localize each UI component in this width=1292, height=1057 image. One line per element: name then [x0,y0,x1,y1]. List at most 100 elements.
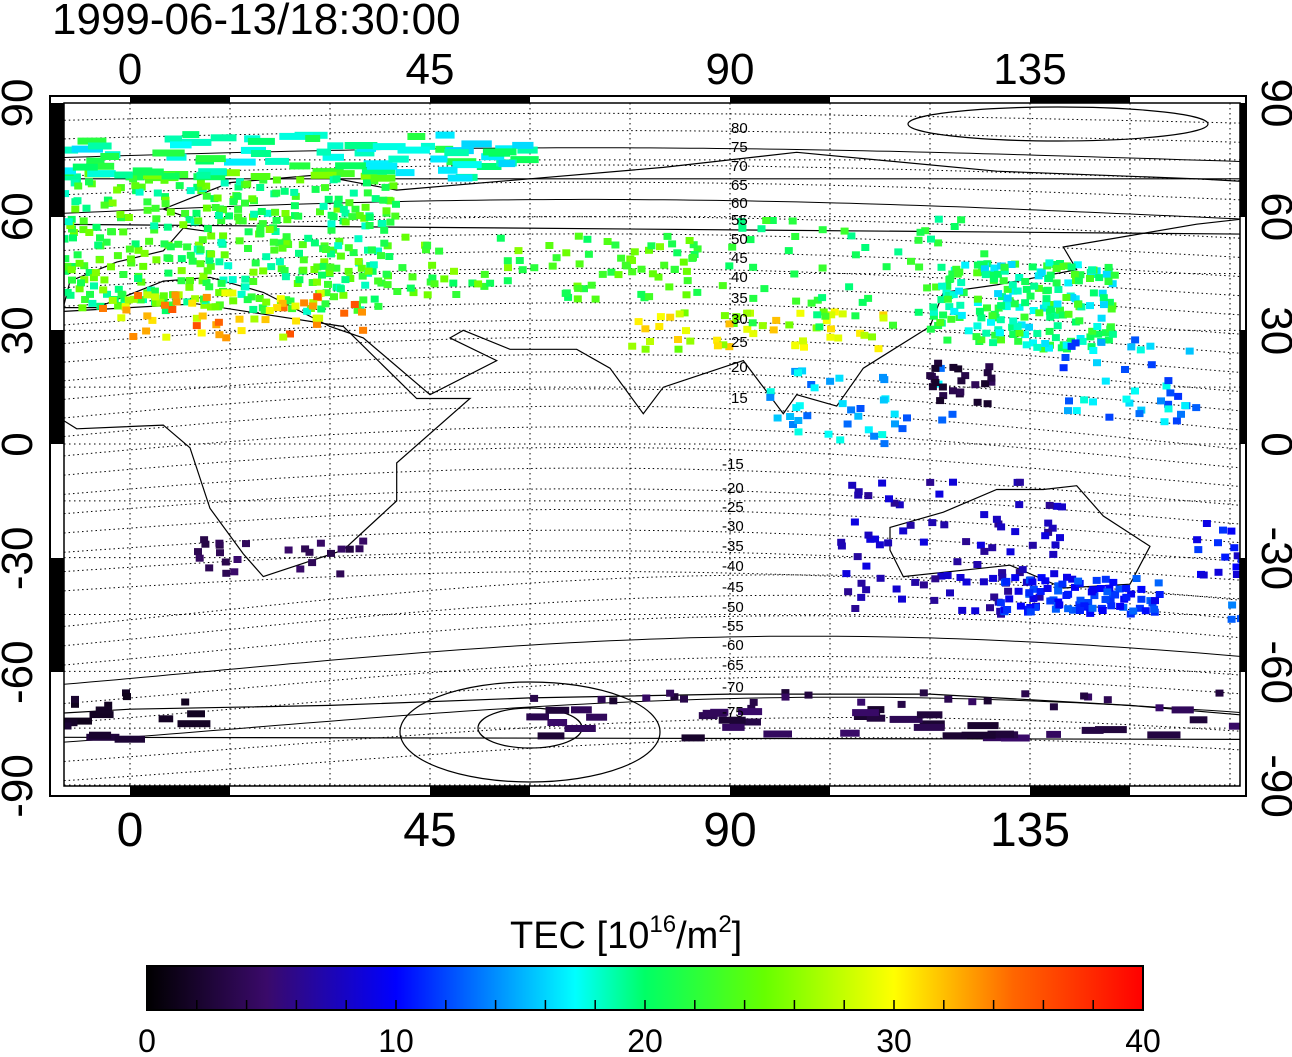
tec-point [1076,271,1085,279]
tec-point [648,270,657,278]
tec-point [291,302,300,310]
tec-point [234,213,243,221]
tec-point [656,313,665,321]
tec-point [718,716,746,724]
tec-point [1164,377,1173,385]
tec-point [15,133,49,140]
tec-point [294,212,303,220]
tec-point [794,417,803,424]
tec-point [131,182,140,190]
tec-point [693,245,702,253]
tec-point [360,214,369,222]
tec-point [971,607,980,615]
frame-bar [1240,103,1246,217]
tec-point [954,365,963,373]
tec-point [943,336,952,344]
contour-line [64,112,1240,124]
tec-point [949,387,957,395]
tec-point [1228,722,1240,730]
tec-point [1147,731,1181,739]
tec-point [269,238,278,246]
tec-point [1181,402,1190,410]
tec-point [1104,278,1113,285]
tec-point [1045,501,1054,509]
contour-line [64,696,1240,743]
tec-point [319,262,328,270]
tec-point [379,196,388,204]
tec-point [333,205,342,213]
tec-point [1013,287,1022,295]
tec-point [1268,715,1286,722]
tec-point [1069,606,1077,614]
tec-point [1101,575,1110,583]
tec-point [330,293,338,301]
tec-point [1104,336,1113,344]
tec-point [327,142,344,150]
tec-point [152,215,161,223]
tec-point [713,342,722,350]
tec-point [1014,587,1023,595]
tec-point [1157,397,1165,405]
tec-point [1199,571,1208,579]
tec-point [1228,601,1237,609]
tec-point [444,149,469,157]
tec-point [504,264,512,272]
tec-point [879,314,888,322]
tec-point [628,342,637,350]
tec-point [854,412,863,420]
right-latitude-ticks: 90 60 30 0 -30 -60 -90 [1252,79,1292,818]
tec-point [219,232,228,240]
tec-point [943,572,952,579]
tec-point [325,269,334,277]
tec-point [281,238,290,246]
tec-point [380,239,389,247]
tec-point [1025,323,1033,331]
tec-point [191,295,200,303]
tec-point [973,261,982,269]
tec-point [329,213,338,221]
tec-point [234,183,243,191]
tec-point [926,325,935,333]
tec-point [114,171,133,179]
tec-point [364,267,373,275]
tec-point [355,545,364,553]
tec-point [971,381,980,389]
tec-point [946,275,955,283]
tec-point [879,373,887,381]
tec-point [1006,548,1015,556]
tec-point [336,252,345,260]
frame-bar [130,786,230,796]
tec-point [344,267,353,275]
tec-point [339,291,348,299]
tec-point [1155,704,1164,712]
colorbar-ticks: 0 10 20 30 40 [138,1000,1161,1057]
tec-point [939,311,948,319]
tec-point [126,255,135,263]
tec-point [517,146,538,154]
tec-point [603,238,612,245]
tec-point [921,227,930,235]
tec-point [313,278,321,286]
tec-point [1046,597,1055,605]
tec-point [1241,537,1249,544]
tec-point [163,254,172,262]
tec-point [1251,614,1259,621]
tec-point [148,316,157,324]
colorbar-tick-label: 10 [378,1023,414,1057]
tec-point [763,730,792,738]
svg-text:TEC [1016/m2]: TEC [1016/m2] [510,911,742,957]
tec-point [681,734,705,742]
tec-point [241,283,250,291]
contour-line [64,635,1240,685]
tec-point [192,314,201,322]
tec-point [219,206,227,214]
tec-point [1035,309,1044,317]
tec-point [512,141,534,149]
lat-tick-label-right: 90 [1252,79,1292,128]
tec-point [983,369,992,377]
tec-point [262,298,271,306]
tec-point [1045,275,1053,282]
tec-point [320,258,329,266]
tec-point [928,519,937,527]
